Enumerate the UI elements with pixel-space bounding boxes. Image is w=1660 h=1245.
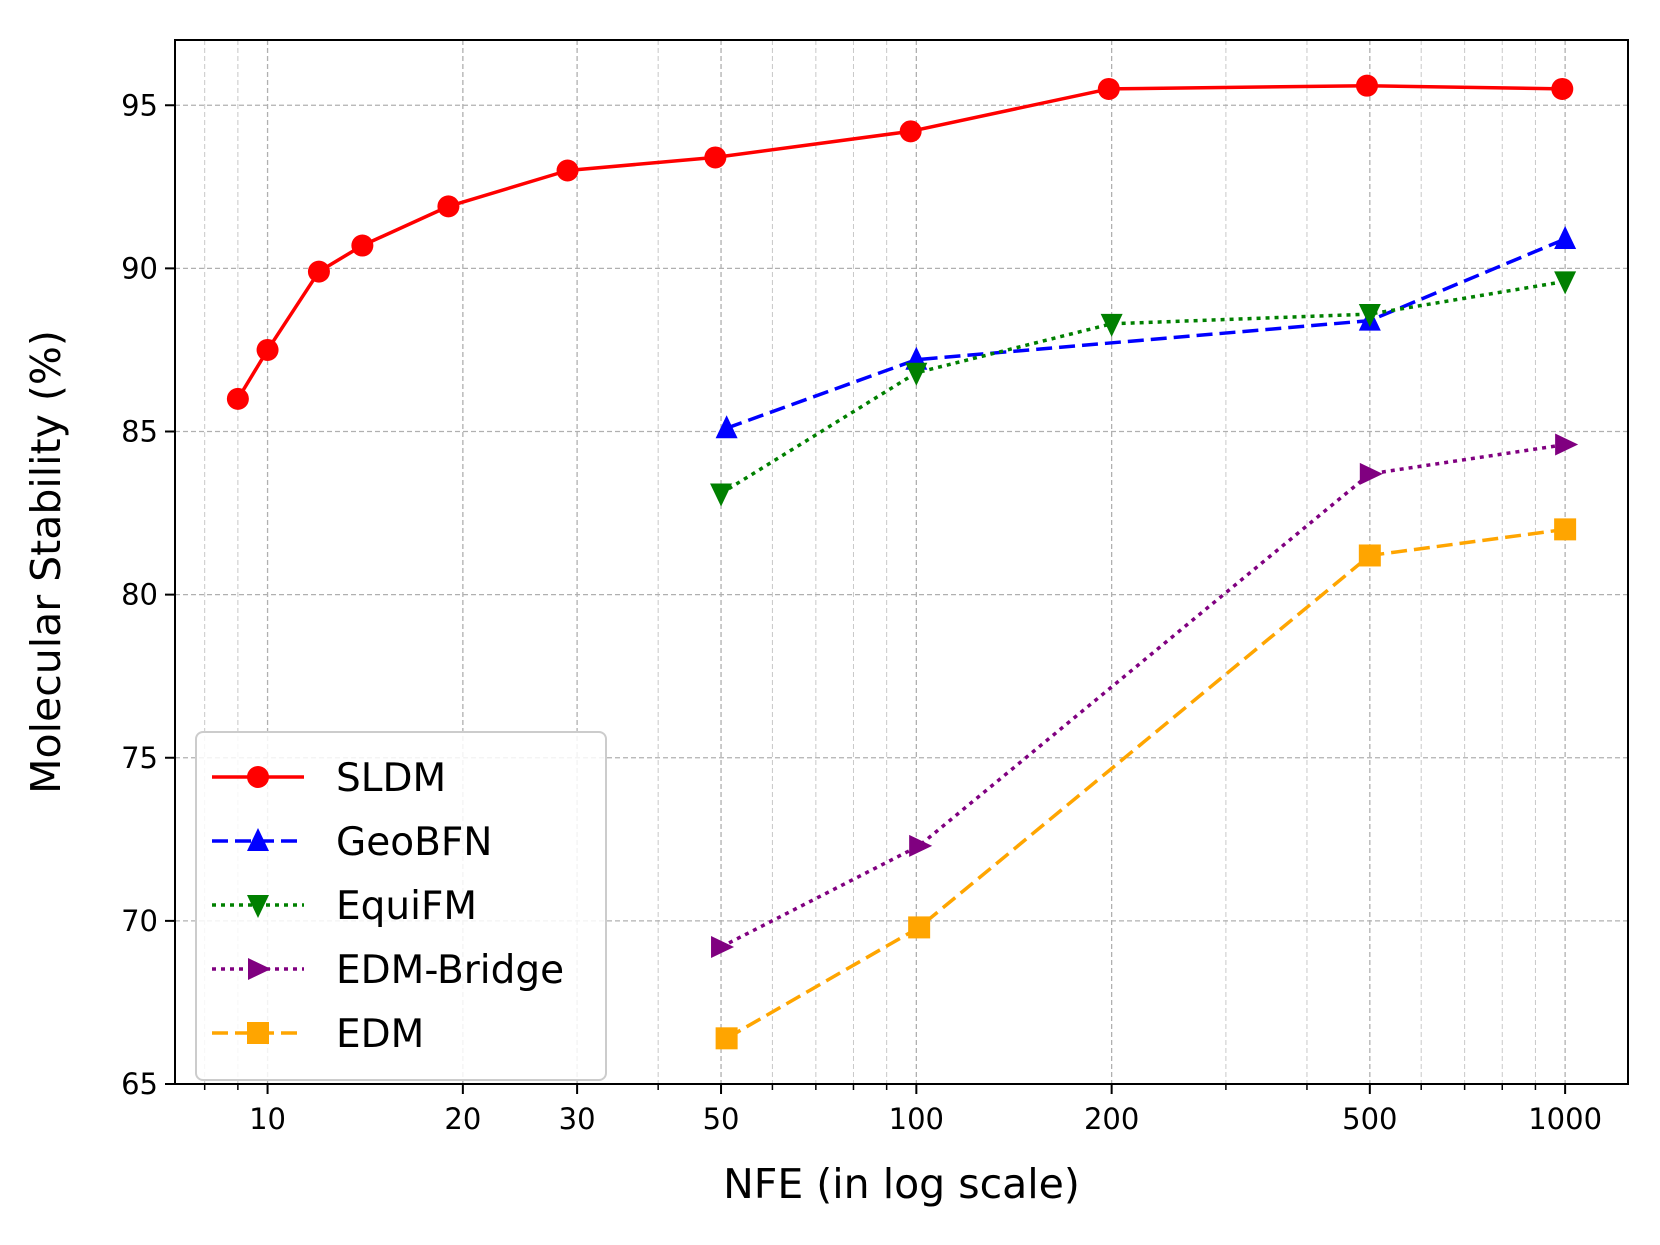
legend-label: EDM [336, 1012, 424, 1057]
data-point-sldm [899, 120, 922, 143]
y-tick-label: 75 [121, 741, 158, 775]
x-tick-label: 1000 [1528, 1102, 1602, 1136]
y-tick-label: 70 [121, 904, 158, 938]
data-point-edm-bridge [1359, 462, 1383, 485]
legend-entry-edm: EDM [212, 1012, 424, 1057]
data-point-edm [908, 916, 931, 939]
legend-marker [247, 1022, 269, 1044]
data-point-equifm [1554, 271, 1577, 295]
x-tick-label: 500 [1342, 1102, 1397, 1136]
axis-ticks: 10 20 30 50 100 200 500 1000 65 70 75 80 85 90 95 [121, 88, 1602, 1136]
legend-marker [247, 895, 269, 918]
series-line-edm [725, 527, 1566, 1040]
data-point-geobfn [715, 415, 738, 439]
legend-marker [247, 766, 269, 788]
y-tick-label: 65 [121, 1067, 158, 1101]
data-point-sldm [226, 387, 249, 410]
data-point-sldm [1097, 77, 1120, 100]
data-point-sldm [351, 234, 374, 257]
data-point-geobfn [1554, 226, 1577, 250]
data-point-sldm [1355, 74, 1378, 97]
data-point-edm-bridge [1555, 433, 1579, 456]
x-axis-title: NFE (in log scale) [723, 1160, 1080, 1208]
data-point-edm [1358, 544, 1381, 567]
data-point-sldm [556, 159, 579, 182]
data-point-edm [1554, 518, 1577, 541]
legend-label: EquiFM [336, 884, 477, 929]
x-tick-label: 20 [444, 1102, 481, 1136]
data-point-sldm [1551, 77, 1574, 100]
legend-label: GeoBFN [336, 820, 492, 865]
legend-entry-edm-bridge: EDM-Bridge [212, 948, 564, 993]
data-point-edm-bridge [711, 935, 735, 958]
series-edm-bridge [711, 433, 1579, 958]
legend-label: EDM-Bridge [336, 948, 564, 993]
y-tick-label: 95 [121, 88, 158, 122]
x-tick-label: 30 [559, 1102, 596, 1136]
series-layer [226, 74, 1579, 1050]
legend-entry-sldm: SLDM [212, 756, 446, 801]
data-point-equifm [1358, 304, 1381, 328]
x-tick-label: 10 [249, 1102, 286, 1136]
y-axis-title: Molecular Stability (%) [22, 330, 70, 794]
series-line-geobfn [726, 237, 1566, 430]
x-tick-label: 50 [703, 1102, 740, 1136]
data-point-sldm [704, 146, 727, 169]
x-tick-label: 100 [889, 1102, 944, 1136]
series-line-equifm [720, 279, 1566, 495]
data-point-equifm [1100, 313, 1123, 337]
series-sldm [226, 74, 1574, 410]
data-point-sldm [307, 260, 330, 283]
data-point-edm [715, 1027, 738, 1050]
y-tick-label: 90 [121, 251, 158, 285]
y-tick-label: 80 [121, 578, 158, 612]
legend-box [195, 731, 607, 1081]
plot-frame [174, 39, 1629, 1085]
x-tick-label: 200 [1084, 1102, 1139, 1136]
data-point-equifm [710, 483, 733, 507]
data-point-edm-bridge [909, 834, 933, 857]
legend-label: SLDM [336, 756, 446, 801]
legend-marker [248, 958, 271, 980]
data-point-equifm [905, 362, 928, 386]
y-tick-label: 85 [121, 415, 158, 449]
series-edm [715, 518, 1577, 1050]
data-point-sldm [256, 338, 279, 361]
series-equifm [710, 271, 1577, 507]
legend-marker [247, 828, 269, 851]
legend-entry-equifm: EquiFM [212, 884, 477, 929]
series-line-edm-bridge [720, 442, 1566, 949]
legend: SLDM GeoBFN EquiFM EDM-Bridge EDM [195, 731, 607, 1081]
data-point-sldm [437, 195, 460, 218]
legend-entry-geobfn: GeoBFN [212, 820, 492, 865]
